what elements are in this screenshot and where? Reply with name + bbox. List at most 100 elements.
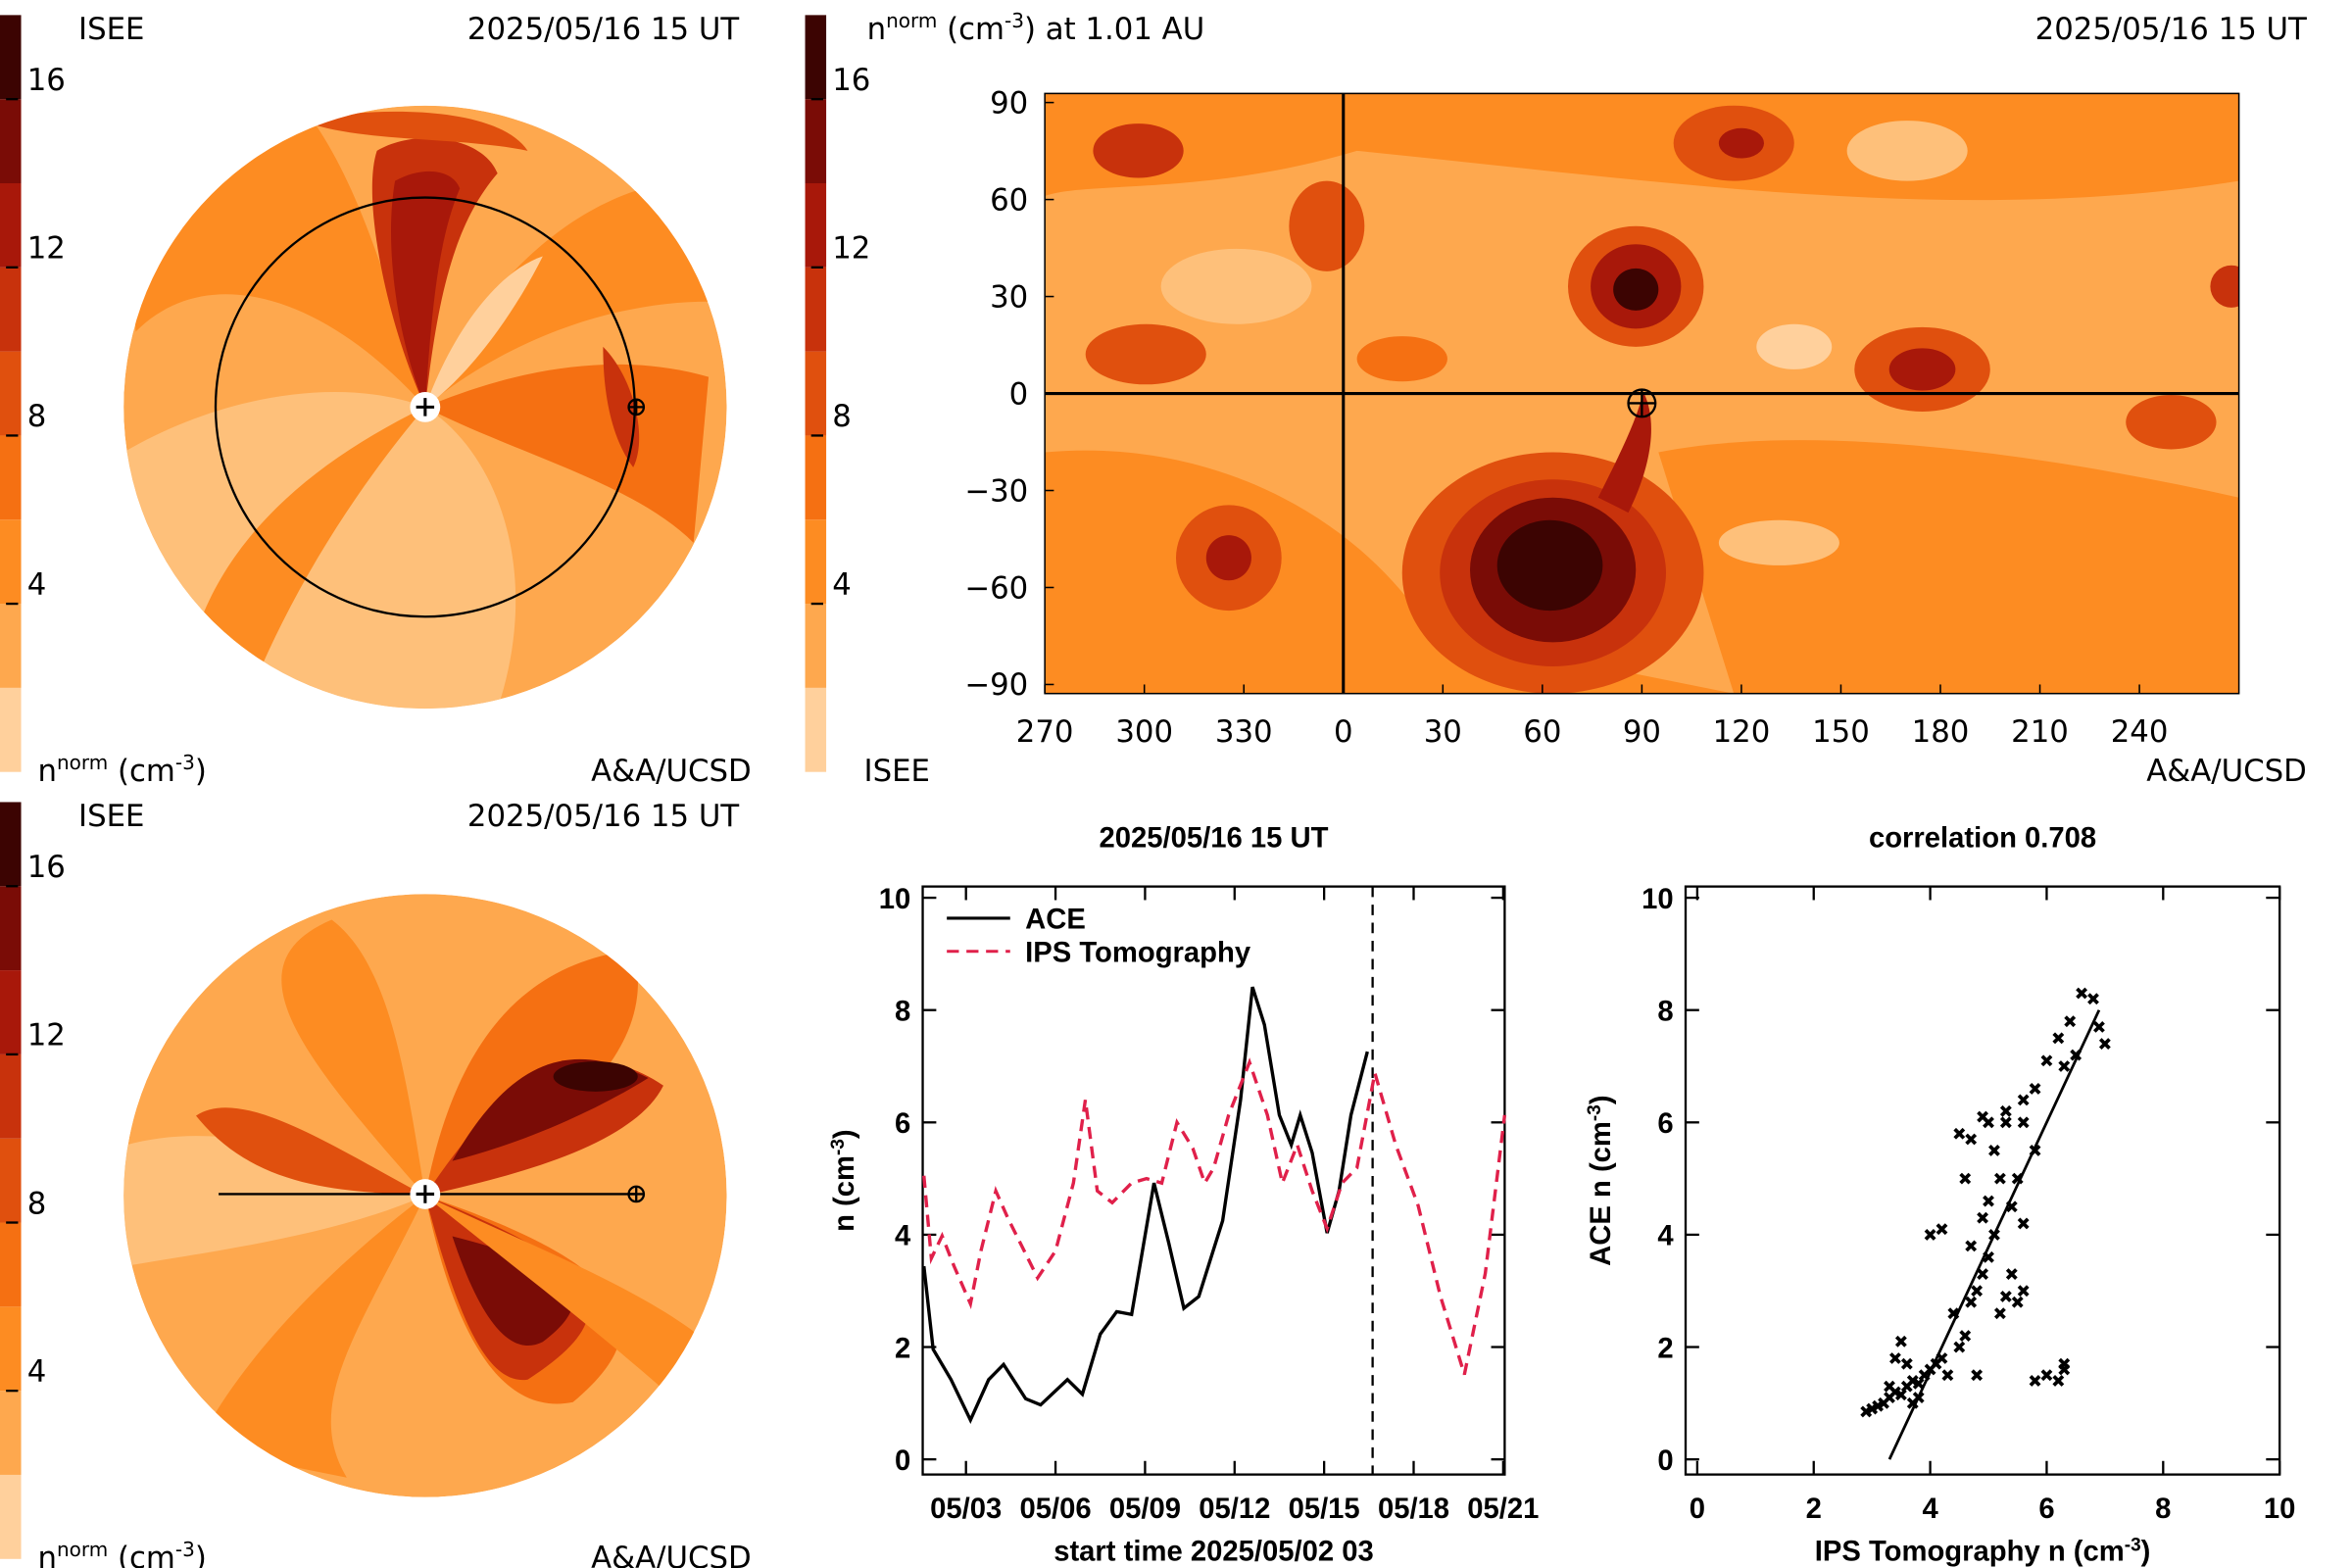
y-tick-label: 10 (1642, 884, 1674, 915)
scatter-point (1894, 1389, 1907, 1401)
source-label: ISEE (78, 799, 144, 834)
date-label: 2025/05/16 15 UT (467, 799, 739, 834)
x-tick-label: 4 (1922, 1494, 1938, 1525)
scatter-point (1988, 1145, 2000, 1156)
credit-label: A&A/UCSD (591, 1541, 752, 1568)
scatter-point (1889, 1352, 1901, 1364)
scatter-point (1971, 1285, 1984, 1298)
scatter-point (1894, 1335, 1907, 1348)
scatter-point (2093, 1020, 2105, 1033)
colorbar-band (0, 604, 22, 688)
colorbar-band (0, 351, 22, 436)
colorbar-tick-label: 12 (27, 1018, 66, 1054)
scatter-point (1999, 1116, 2012, 1129)
scatter-point (1959, 1172, 1972, 1185)
x-tick-label: 8 (2155, 1494, 2171, 1525)
fit-line (1887, 1009, 2101, 1460)
polar-contour-top (123, 105, 727, 710)
colorbar-band (0, 1474, 22, 1559)
x-tick-label: 150 (1812, 714, 1870, 750)
colorbar-label-part: (cm (108, 1541, 175, 1568)
colorbar-label-part: n (37, 1541, 56, 1568)
scatter-point (2017, 1094, 2030, 1106)
map-title-part: (cm (937, 12, 1004, 47)
scatter-point (1924, 1228, 1936, 1241)
y-tick-label: 30 (990, 279, 1028, 315)
x-tick-label: 330 (1215, 714, 1273, 750)
colorbar-tick-label: 12 (27, 231, 66, 267)
legend-label: ACE (1025, 905, 1086, 936)
scatter-point (2040, 1054, 2053, 1067)
earth-symbol-cross (1628, 389, 1656, 417)
x-tick-label: 210 (2011, 714, 2069, 750)
date-label: 2025/05/16 15 UT (467, 12, 739, 47)
x-tick-label: 6 (2038, 1494, 2054, 1525)
x-tick-label: 240 (2111, 714, 2169, 750)
scatter-point (1884, 1380, 1895, 1393)
earth-symbol-cross (628, 399, 644, 416)
colorbar-label-sup: norm (57, 751, 108, 774)
colorbar-band (805, 604, 827, 688)
colorbar-label-sup: -3 (175, 751, 195, 774)
colorbar-band (0, 1306, 22, 1392)
colorbar-band (805, 99, 827, 184)
y-tick-label: −60 (964, 570, 1028, 606)
scatter-point (1999, 1291, 2012, 1302)
x-tick-label: 05/06 (1019, 1494, 1091, 1525)
map-title-sup: norm (886, 9, 937, 32)
map-title-part: n (867, 12, 887, 47)
scatter-point (2052, 1374, 2065, 1387)
y-tick-label: 8 (895, 996, 910, 1027)
scatter-point (2058, 1060, 2071, 1072)
y-tick-label: 0 (1657, 1446, 1673, 1477)
y-tick-label: −90 (964, 667, 1028, 703)
map-title-part: ) at 1.01 AU (1024, 12, 1204, 47)
colorbar-band (0, 886, 22, 971)
x-axis-label-sup: -3 (2125, 1535, 2141, 1555)
colorbar-tick-label: 8 (27, 1186, 47, 1221)
x-axis-label-part: ) (2141, 1536, 2151, 1567)
sun-cross (416, 1185, 435, 1203)
legend-label: IPS Tomography (1025, 938, 1251, 969)
colorbar-label-sup: -3 (175, 1538, 195, 1561)
chart-title: correlation 0.708 (1869, 823, 2096, 855)
scatter-point (1912, 1377, 1925, 1390)
colorbar-label-part: (cm (108, 754, 175, 789)
colorbar-band (0, 1222, 22, 1307)
colorbar-label-sup: norm (57, 1538, 108, 1561)
x-tick-label: 30 (1424, 714, 1462, 750)
credit-label: A&A/UCSD (591, 754, 752, 789)
scatter-point (1872, 1399, 1885, 1412)
x-tick-label: 2 (1806, 1494, 1822, 1525)
scatter-point (1993, 1307, 2006, 1320)
x-tick-label: 05/12 (1199, 1494, 1270, 1525)
y-tick-label: 6 (1657, 1108, 1673, 1140)
scatter-point (1953, 1127, 1966, 1140)
x-tick-label: 05/15 (1289, 1494, 1360, 1525)
colorbar-band (0, 802, 22, 887)
scatter-point (1971, 1369, 1984, 1382)
colorbar-label: nnorm (cm-3) (37, 1538, 206, 1568)
colorbar-band (805, 687, 827, 772)
scatter-point (2040, 1369, 2053, 1382)
scatter-point (1983, 1195, 1994, 1207)
scatter-point (1983, 1116, 1994, 1129)
colorbar-band (0, 1391, 22, 1475)
y-axis-label-sup: -3 (1585, 1104, 1605, 1121)
x-tick-label: 180 (1912, 714, 1970, 750)
x-tick-label: 300 (1115, 714, 1173, 750)
x-axis-label: start time 2025/05/02 03 (1054, 1536, 1374, 1567)
colorbar-band (805, 15, 827, 100)
colorbar-band (0, 183, 22, 268)
map-title: nnorm (cm-3) at 1.01 AU (867, 9, 1205, 47)
scatter-point (2017, 1116, 2030, 1129)
colorbar-band (0, 435, 22, 520)
y-tick-label: 10 (879, 884, 911, 915)
colorbar-band (805, 183, 827, 268)
scatter-point (2058, 1357, 2071, 1370)
colorbar-band (0, 99, 22, 184)
series-line (922, 986, 1369, 1425)
scatter-point (2011, 1296, 2024, 1308)
x-tick-label: 05/03 (930, 1494, 1002, 1525)
